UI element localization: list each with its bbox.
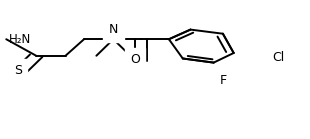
Text: N: N [108,23,118,36]
Text: H₂N: H₂N [9,33,32,46]
Text: F: F [219,74,227,87]
Text: Cl: Cl [272,51,285,64]
Text: S: S [14,64,22,77]
Text: O: O [130,53,140,66]
